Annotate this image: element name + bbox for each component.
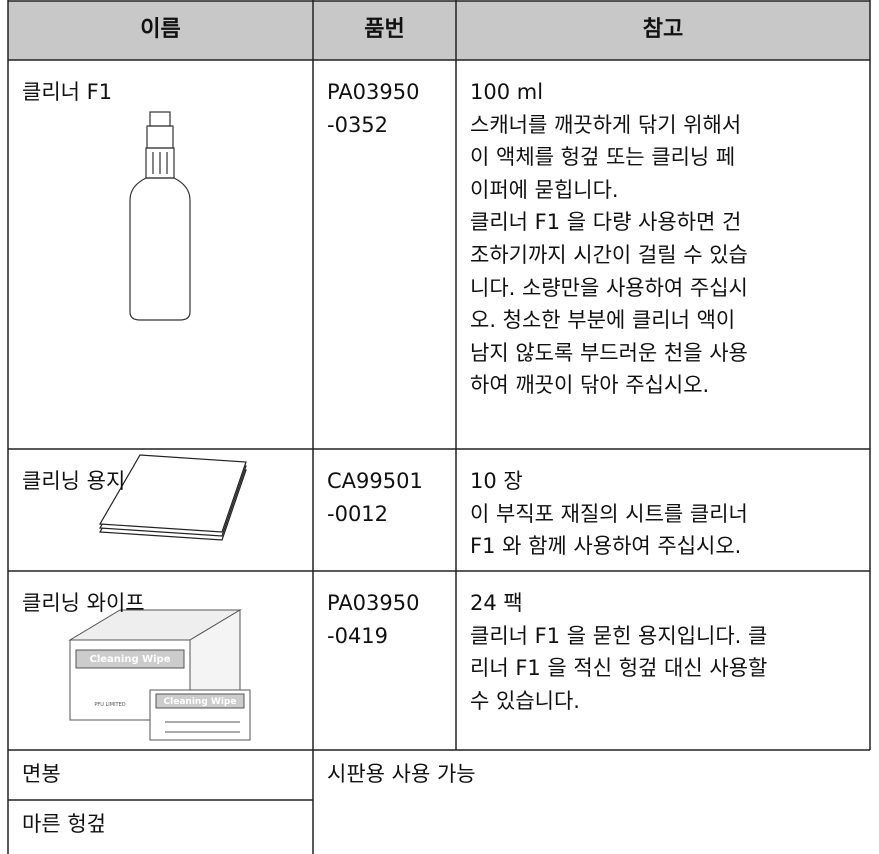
wipe-illustration: [68, 609, 251, 741]
shared-note: 시판용 사용 가능: [327, 762, 476, 786]
note-line: 오. 청소한 부분에 클리너 액이: [470, 308, 736, 333]
note-line: 이퍼에 묻힙니다.: [470, 177, 619, 202]
part-number: -0419: [327, 623, 389, 648]
note-line: 이 부직포 재질의 시트를 클리너: [470, 501, 748, 526]
part-number: PA03950: [327, 591, 420, 615]
header-cell: 이름: [140, 17, 181, 42]
note-line: 니다. 소량만을 사용하여 주십시: [470, 275, 748, 300]
item-name: 클리닝 와이프: [22, 591, 145, 615]
note-line: 스캐너를 깨끗하게 닦기 위해서: [470, 112, 742, 137]
note-line: 하여 깨끗이 닦아 주십시오.: [470, 373, 710, 398]
paper-illustration: [98, 454, 247, 541]
note-line: 24 팩: [470, 591, 523, 615]
wipe-label: PFU LIMITED: [94, 702, 125, 708]
bottle-illustration: [129, 111, 191, 321]
header-bg: [8, 1, 870, 60]
note-line: F1 와 함께 사용하여 주십시오.: [470, 534, 742, 559]
note-line: 남지 않도록 부드러운 천을 사용: [470, 340, 748, 365]
grid: [7, 0, 871, 854]
note-line: 이 액체를 헝겊 또는 클리닝 페: [470, 145, 736, 170]
part-number: -0012: [327, 501, 389, 526]
header-cell: 참고: [642, 17, 684, 42]
note-line: 10 장: [470, 469, 523, 493]
note-line: 수 있습니다.: [470, 688, 580, 713]
item-name: 클리닝 용지: [22, 469, 126, 493]
header-cell: 품번: [364, 17, 405, 42]
part-number: CA99501: [327, 469, 423, 493]
note-line: 리너 F1 을 적신 헝겊 대신 사용할: [470, 656, 768, 681]
note-line: 100 ml: [470, 80, 544, 104]
note-line: 클리너 F1 을 묻힌 용지입니다. 클: [470, 623, 768, 648]
item-name: 면봉: [22, 762, 61, 786]
part-number: PA03950: [327, 80, 420, 104]
wipe-label: Cleaning Wipe: [164, 697, 237, 707]
item-name: 클리너 F1: [22, 80, 113, 104]
wipe-label: Cleaning Wipe: [89, 654, 170, 665]
item-name: 마른 헝겊: [22, 812, 106, 836]
note-line: 조하기까지 시간이 걸릴 수 있습: [470, 243, 748, 267]
part-number: -0352: [327, 112, 389, 137]
note-line: 클리너 F1 을 다량 사용하면 건: [470, 210, 742, 235]
